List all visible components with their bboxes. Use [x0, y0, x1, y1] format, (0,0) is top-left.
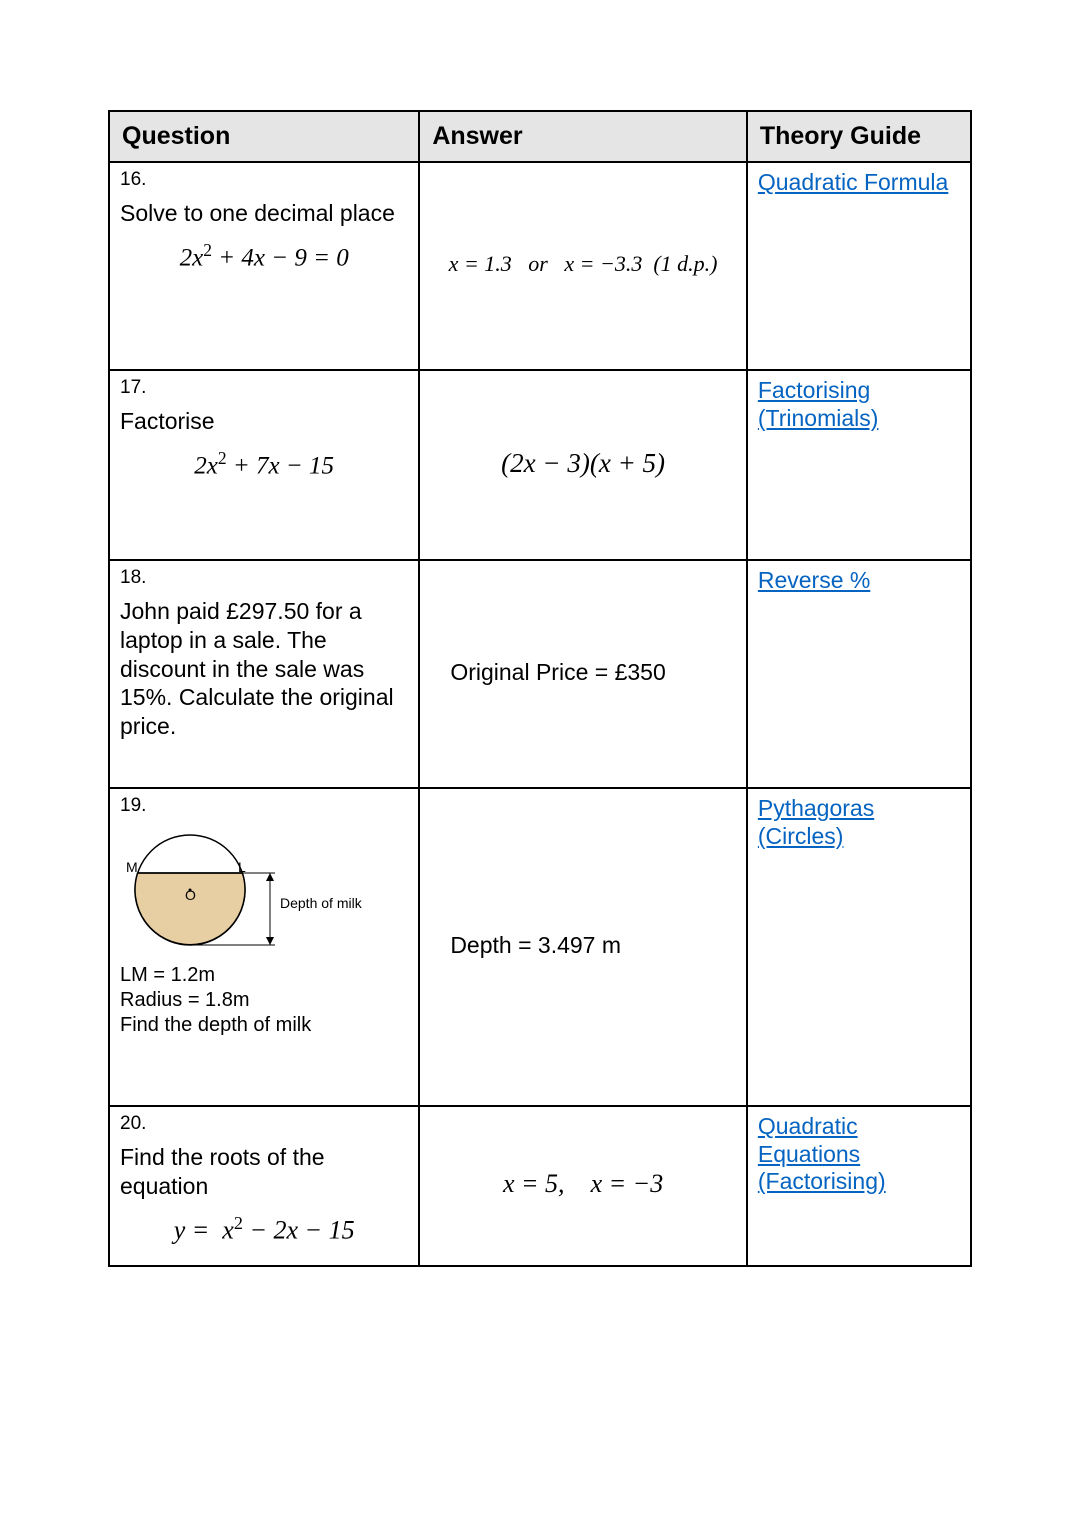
- col-header-theory: Theory Guide: [747, 111, 971, 162]
- question-cell: 20. Find the roots of the equation y = x…: [109, 1106, 419, 1266]
- question-equation: 2x2 + 7x − 15: [120, 448, 408, 480]
- theory-cell: Reverse %: [747, 560, 971, 788]
- question-text: Find the roots of the equation: [120, 1143, 408, 1201]
- theory-cell: Factorising (Trinomials): [747, 370, 971, 560]
- diagram-label-l: L: [238, 859, 246, 875]
- theory-link-reverse-percent[interactable]: Reverse %: [758, 567, 870, 593]
- question-number: 20.: [120, 1113, 408, 1135]
- question-number: 16.: [120, 169, 408, 191]
- theory-link-factorising-trinomials[interactable]: Factorising (Trinomials): [758, 377, 879, 431]
- col-header-question: Question: [109, 111, 419, 162]
- table-header-row: Question Answer Theory Guide: [109, 111, 971, 162]
- question-equation: 2x2 + 4x − 9 = 0: [120, 240, 408, 272]
- answer-text: Depth = 3.497 m: [450, 932, 621, 959]
- table-row: 20. Find the roots of the equation y = x…: [109, 1106, 971, 1266]
- table-row: 16. Solve to one decimal place 2x2 + 4x …: [109, 162, 971, 370]
- answer-cell: x = 5, x = −3: [419, 1106, 747, 1266]
- answer-math: (2x − 3)(x + 5): [501, 448, 665, 479]
- theory-link-quadratic-equations-factorising[interactable]: Quadratic Equations (Factorising): [758, 1113, 886, 1194]
- question-number: 18.: [120, 567, 408, 589]
- theory-cell: Quadratic Formula: [747, 162, 971, 370]
- answer-cell: Original Price = £350: [419, 560, 747, 788]
- question-given: LM = 1.2m Radius = 1.8m Find the depth o…: [120, 963, 408, 1038]
- answer-cell: (2x − 3)(x + 5): [419, 370, 747, 560]
- table-row: 18. John paid £297.50 for a laptop in a …: [109, 560, 971, 788]
- question-text: John paid £297.50 for a laptop in a sale…: [120, 597, 408, 741]
- diagram-label-m: M: [126, 859, 138, 875]
- table-row: 17. Factorise 2x2 + 7x − 15 (2x − 3)(x +…: [109, 370, 971, 560]
- question-cell: 18. John paid £297.50 for a laptop in a …: [109, 560, 419, 788]
- page: Question Answer Theory Guide 16. Solve t…: [0, 0, 1080, 1527]
- answer-cell: Depth = 3.497 m: [419, 788, 747, 1106]
- table-row: 19.: [109, 788, 971, 1106]
- question-text: Factorise: [120, 407, 408, 436]
- question-cell: 16. Solve to one decimal place 2x2 + 4x …: [109, 162, 419, 370]
- worksheet-table: Question Answer Theory Guide 16. Solve t…: [108, 110, 972, 1267]
- col-header-answer: Answer: [419, 111, 747, 162]
- answer-text: Original Price = £350: [450, 659, 665, 686]
- theory-link-quadratic-formula[interactable]: Quadratic Formula: [758, 169, 948, 195]
- theory-cell: Pythagoras (Circles): [747, 788, 971, 1106]
- question-number: 17.: [120, 377, 408, 399]
- question-text: Solve to one decimal place: [120, 199, 408, 228]
- question-equation: y = x2 − 2x − 15: [120, 1213, 408, 1246]
- question-number: 19.: [120, 795, 408, 817]
- question-cell: 17. Factorise 2x2 + 7x − 15: [109, 370, 419, 560]
- answer-cell: x = 1.3 or x = −3.3 (1 d.p.): [419, 162, 747, 370]
- theory-cell: Quadratic Equations (Factorising): [747, 1106, 971, 1266]
- theory-link-pythagoras-circles[interactable]: Pythagoras (Circles): [758, 795, 874, 849]
- answer-math: x = 1.3 or x = −3.3 (1 d.p.): [449, 251, 718, 277]
- diagram-label-o: O: [185, 887, 196, 903]
- answer-math: x = 5, x = −3: [503, 1169, 663, 1199]
- question-cell: 19.: [109, 788, 419, 1106]
- diagram-depth-label: Depth of milk: [280, 895, 362, 911]
- milk-circle-diagram: M L O Depth of milk: [120, 825, 370, 955]
